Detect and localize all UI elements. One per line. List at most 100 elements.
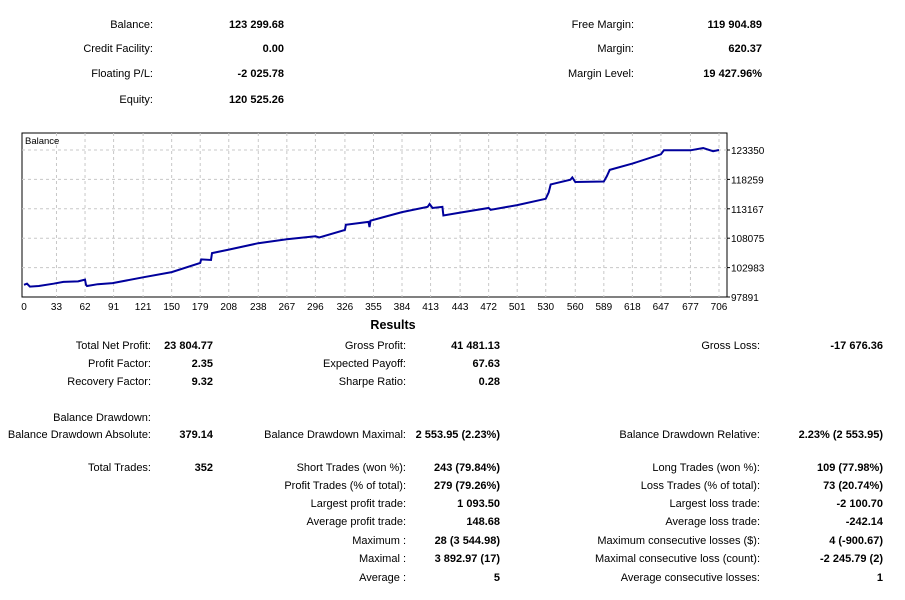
result-value: -242.14 <box>845 516 883 528</box>
result-value: 379.14 <box>179 429 213 441</box>
result-value: 4 (-900.67) <box>829 535 883 547</box>
result-label: Gross Profit: <box>344 340 406 352</box>
result-label: Balance Drawdown Maximal: <box>264 429 406 441</box>
result-label: Maximal consecutive loss (count): <box>594 553 760 565</box>
x-tick-label: 355 <box>365 302 382 313</box>
x-tick-label: 62 <box>79 302 91 313</box>
x-tick-label: 443 <box>452 302 469 313</box>
x-tick-label: 647 <box>653 302 670 313</box>
result-label: Profit Factor: <box>88 358 151 370</box>
result-label: Average loss trade: <box>665 516 760 528</box>
result-label: Balance Drawdown: <box>53 412 151 424</box>
result-value: 2.35 <box>191 358 213 370</box>
x-tick-label: 267 <box>278 302 295 313</box>
result-label: Total Trades: <box>88 462 151 474</box>
account-value: 119 904.89 <box>707 19 762 31</box>
y-tick-label: 108075 <box>731 234 765 245</box>
y-tick-label: 113167 <box>731 205 764 216</box>
result-label: Short Trades (won %): <box>296 462 406 474</box>
account-value: -2 025.78 <box>237 68 284 80</box>
result-value: -2 100.70 <box>836 498 883 510</box>
result-value: 0.28 <box>478 376 500 388</box>
chart-title: Balance <box>25 136 59 147</box>
x-tick-label: 33 <box>51 302 63 313</box>
account-label: Equity: <box>119 94 153 106</box>
x-tick-label: 150 <box>163 302 180 313</box>
result-value: 1 <box>876 572 883 584</box>
result-label: Average profit trade: <box>306 516 406 528</box>
x-tick-label: 208 <box>220 302 237 313</box>
x-tick-label: 91 <box>108 302 120 313</box>
balance-chart: 0 33 62 91 121 150 179 208 238 267 296 326 355 384 413… <box>21 132 765 313</box>
result-value: 28 (3 544.98) <box>434 535 500 547</box>
account-label: Credit Facility: <box>83 43 153 55</box>
result-value: 67.63 <box>472 358 500 370</box>
y-tick-label: 97891 <box>731 293 759 304</box>
balance-line <box>23 146 720 288</box>
account-label: Margin: <box>597 43 634 55</box>
x-tick-label: 0 <box>21 302 27 313</box>
result-label: Maximal : <box>358 553 406 565</box>
account-value: 120 525.26 <box>228 94 284 106</box>
result-value: 73 (20.74%) <box>823 480 883 492</box>
x-tick-label: 677 <box>682 302 699 313</box>
result-value: 2 553.95 (2.23%) <box>415 429 500 441</box>
account-label: Floating P/L: <box>91 68 153 80</box>
x-tick-label: 179 <box>192 302 209 313</box>
result-value: 5 <box>493 572 500 584</box>
result-label: Profit Trades (% of total): <box>284 480 406 492</box>
result-value: 1 093.50 <box>457 498 500 510</box>
x-tick-label: 296 <box>307 302 324 313</box>
account-value: 19 427.96% <box>703 68 762 80</box>
x-tick-label: 589 <box>595 302 612 313</box>
results-title: Results <box>370 318 416 332</box>
result-label: Loss Trades (% of total): <box>640 480 760 492</box>
y-tick-label: 123350 <box>731 146 765 157</box>
x-tick-label: 706 <box>711 302 728 313</box>
result-label: Total Net Profit: <box>75 340 151 352</box>
x-tick-label: 238 <box>250 302 267 313</box>
x-tick-label: 501 <box>509 302 526 313</box>
result-value: 3 892.97 (17) <box>434 553 500 565</box>
x-tick-label: 472 <box>480 302 497 313</box>
result-label: Balance Drawdown Relative: <box>619 429 760 441</box>
result-label: Maximum : <box>352 535 406 547</box>
x-tick-label: 560 <box>567 302 584 313</box>
result-value: -17 676.36 <box>830 340 883 352</box>
result-label: Gross Loss: <box>701 340 760 352</box>
result-label: Sharpe Ratio: <box>338 376 406 388</box>
x-tick-label: 384 <box>394 302 411 313</box>
x-tick-label: 618 <box>624 302 641 313</box>
result-value: -2 245.79 (2) <box>820 553 883 565</box>
result-value: 279 (79.26%) <box>433 480 500 492</box>
y-tick-label: 118259 <box>731 175 764 186</box>
result-label: Balance Drawdown Absolute: <box>7 429 151 441</box>
x-tick-label: 530 <box>537 302 554 313</box>
result-value: 352 <box>194 462 213 474</box>
y-tick-label: 102983 <box>731 264 765 275</box>
x-tick-label: 413 <box>422 302 439 313</box>
result-label: Expected Payoff: <box>323 358 406 370</box>
account-value: 123 299.68 <box>228 19 284 31</box>
result-label: Maximum consecutive losses ($): <box>597 535 760 547</box>
x-tick-label: 121 <box>135 302 152 313</box>
result-label: Largest loss trade: <box>669 498 761 510</box>
result-label: Average : <box>359 572 406 584</box>
x-tick-label: 326 <box>337 302 354 313</box>
plot-frame <box>21 132 728 298</box>
result-label: Average consecutive losses: <box>620 572 760 584</box>
result-label: Long Trades (won %): <box>652 462 760 474</box>
account-label: Balance: <box>110 19 153 31</box>
account-value: 0.00 <box>262 43 284 55</box>
result-value: 9.32 <box>191 376 213 388</box>
result-label: Largest profit trade: <box>310 498 406 510</box>
account-label: Margin Level: <box>567 68 634 80</box>
result-value: 23 804.77 <box>164 340 213 352</box>
result-value: 41 481.13 <box>451 340 500 352</box>
result-value: 243 (79.84%) <box>433 462 500 474</box>
result-value: 109 (77.98%) <box>816 462 883 474</box>
account-label: Free Margin: <box>571 19 634 31</box>
result-value: 2.23% (2 553.95) <box>798 429 883 441</box>
result-label: Recovery Factor: <box>67 376 151 388</box>
account-value: 620.37 <box>728 43 762 55</box>
